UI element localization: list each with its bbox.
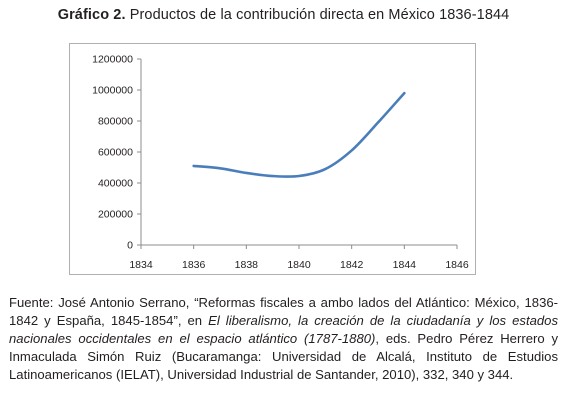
- source-publication: , eds. Pedro Pérez Herrero y Inmaculada …: [9, 331, 558, 383]
- x-tick-label: 1836: [182, 259, 206, 271]
- chart-title-text: Productos de la contribución directa en …: [125, 7, 510, 23]
- x-tick-label: 1838: [235, 259, 259, 271]
- y-tick-label: 200000: [98, 209, 133, 221]
- source-note: Fuente: José Antonio Serrano, “Reformas …: [9, 294, 558, 384]
- source-text: Fuente: José Antonio Serrano, “Reformas …: [9, 295, 558, 329]
- chart-area: [69, 43, 476, 275]
- x-tick-label: 1846: [445, 259, 469, 271]
- y-tick-label: 1000000: [92, 85, 133, 97]
- y-tick-label: 800000: [98, 116, 133, 128]
- x-tick-label: 1844: [393, 259, 417, 271]
- chart-title-prefix: Gráfico 2.: [57, 7, 126, 23]
- series-line: [192, 91, 406, 178]
- chart-title: Gráfico 2. Productos de la contribución …: [0, 7, 567, 23]
- y-tick-label: 1200000: [92, 54, 133, 66]
- source-book-title: El liberalismo, la creación de la ciudad…: [9, 313, 558, 347]
- y-tick-label: 400000: [98, 178, 133, 190]
- x-tick-label: 1834: [129, 259, 153, 271]
- y-tick-label: 600000: [98, 147, 133, 159]
- x-tick-label: 1842: [340, 259, 364, 271]
- y-tick-label: 0: [127, 240, 133, 252]
- x-tick-label: 1840: [287, 259, 311, 271]
